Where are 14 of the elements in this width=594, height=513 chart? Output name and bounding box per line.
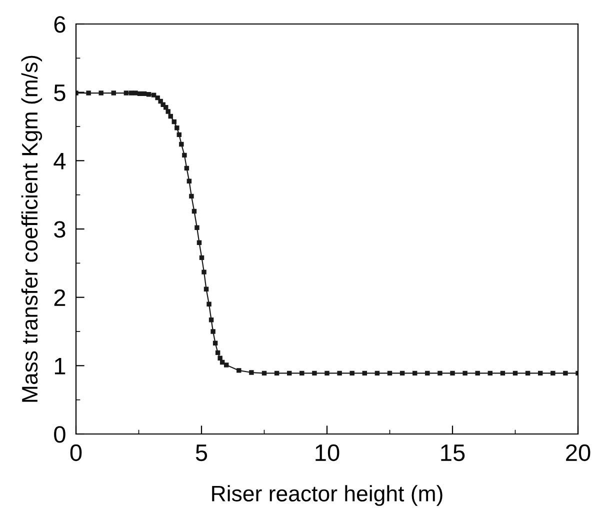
x-tick-label: 5 bbox=[196, 444, 208, 462]
x-tick-label: 10 bbox=[316, 444, 340, 462]
y-axis-title: Mass transfer coefficient Kgm (m/s) bbox=[21, 56, 42, 402]
x-axis-title: Riser reactor height (m) bbox=[212, 485, 442, 506]
y-tick-label: 5 bbox=[54, 84, 66, 102]
x-tick-label: 20 bbox=[566, 444, 590, 462]
y-tick-label: 6 bbox=[54, 16, 66, 33]
x-tick-label: 15 bbox=[441, 444, 465, 462]
y-tick-label: 1 bbox=[54, 358, 66, 374]
y-tick-label: 4 bbox=[54, 152, 66, 170]
x-tick-label: 0 bbox=[70, 444, 82, 462]
y-tick-label: 0 bbox=[54, 426, 66, 443]
y-tick-label: 3 bbox=[54, 221, 66, 238]
y-tick-label: 2 bbox=[54, 289, 66, 306]
